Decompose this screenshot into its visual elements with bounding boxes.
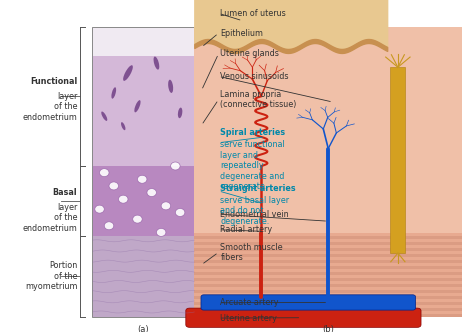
Ellipse shape bbox=[109, 182, 118, 190]
Bar bbox=[194, 272, 462, 275]
Bar bbox=[194, 242, 462, 245]
Ellipse shape bbox=[123, 65, 133, 81]
Ellipse shape bbox=[147, 189, 156, 197]
Bar bbox=[194, 284, 462, 287]
Ellipse shape bbox=[134, 100, 141, 112]
Text: layer
of the
endometrium: layer of the endometrium bbox=[22, 81, 77, 122]
Ellipse shape bbox=[154, 56, 159, 70]
Text: (b): (b) bbox=[322, 325, 334, 332]
Bar bbox=[194, 314, 462, 317]
Bar bbox=[92, 27, 194, 166]
Ellipse shape bbox=[118, 195, 128, 203]
Text: layer
of the
endometrium: layer of the endometrium bbox=[22, 193, 77, 233]
FancyBboxPatch shape bbox=[201, 295, 416, 310]
Ellipse shape bbox=[100, 169, 109, 177]
Text: Basal: Basal bbox=[53, 188, 77, 197]
Bar bbox=[194, 296, 462, 299]
Text: Portion
of the
myometrium: Portion of the myometrium bbox=[25, 262, 77, 291]
Text: serve functional
layer and
repeatedly
degenerate and
regenerate.: serve functional layer and repeatedly de… bbox=[220, 140, 285, 191]
Text: Radial artery: Radial artery bbox=[220, 225, 273, 234]
Bar bbox=[194, 290, 462, 293]
Text: Venous sinusoids: Venous sinusoids bbox=[220, 72, 289, 81]
Text: Endometrial vein: Endometrial vein bbox=[220, 209, 289, 219]
Ellipse shape bbox=[156, 228, 166, 236]
Bar bbox=[194, 248, 462, 251]
Bar bbox=[194, 260, 462, 263]
Bar bbox=[194, 233, 462, 317]
Ellipse shape bbox=[101, 112, 107, 121]
Bar bbox=[194, 254, 462, 257]
Bar bbox=[92, 166, 194, 236]
Ellipse shape bbox=[137, 175, 147, 183]
Bar bbox=[194, 236, 462, 239]
Bar bbox=[390, 67, 405, 253]
Bar bbox=[194, 308, 462, 311]
Ellipse shape bbox=[104, 222, 114, 230]
Text: Uterine glands: Uterine glands bbox=[220, 49, 279, 58]
Text: Straight arteries: Straight arteries bbox=[220, 184, 296, 193]
Ellipse shape bbox=[168, 80, 173, 93]
Bar bbox=[92, 27, 194, 55]
Text: Lamina propria
(connective tissue): Lamina propria (connective tissue) bbox=[220, 90, 297, 109]
Bar bbox=[194, 278, 462, 281]
Bar bbox=[92, 27, 194, 317]
Ellipse shape bbox=[161, 202, 171, 210]
Text: Uterine artery: Uterine artery bbox=[220, 313, 277, 323]
Bar bbox=[194, 302, 462, 305]
Ellipse shape bbox=[121, 122, 126, 130]
Bar bbox=[194, 27, 462, 317]
FancyBboxPatch shape bbox=[186, 308, 421, 327]
Ellipse shape bbox=[178, 108, 182, 118]
Text: Functional: Functional bbox=[30, 77, 77, 86]
Bar bbox=[194, 266, 462, 269]
Text: Smooth muscle
fibers: Smooth muscle fibers bbox=[220, 243, 283, 262]
Text: (a): (a) bbox=[137, 325, 149, 332]
Bar bbox=[92, 236, 194, 317]
Ellipse shape bbox=[95, 205, 104, 213]
Text: serve basal layer
and do not
degenerate.: serve basal layer and do not degenerate. bbox=[220, 196, 290, 226]
Text: Epithelium: Epithelium bbox=[220, 29, 264, 38]
Ellipse shape bbox=[175, 208, 185, 216]
Text: Spiral arteries: Spiral arteries bbox=[220, 128, 285, 137]
Text: Lumen of uterus: Lumen of uterus bbox=[220, 9, 286, 18]
Ellipse shape bbox=[133, 215, 142, 223]
Ellipse shape bbox=[111, 87, 116, 99]
Ellipse shape bbox=[171, 162, 180, 170]
Text: Arcuate artery: Arcuate artery bbox=[220, 298, 279, 307]
